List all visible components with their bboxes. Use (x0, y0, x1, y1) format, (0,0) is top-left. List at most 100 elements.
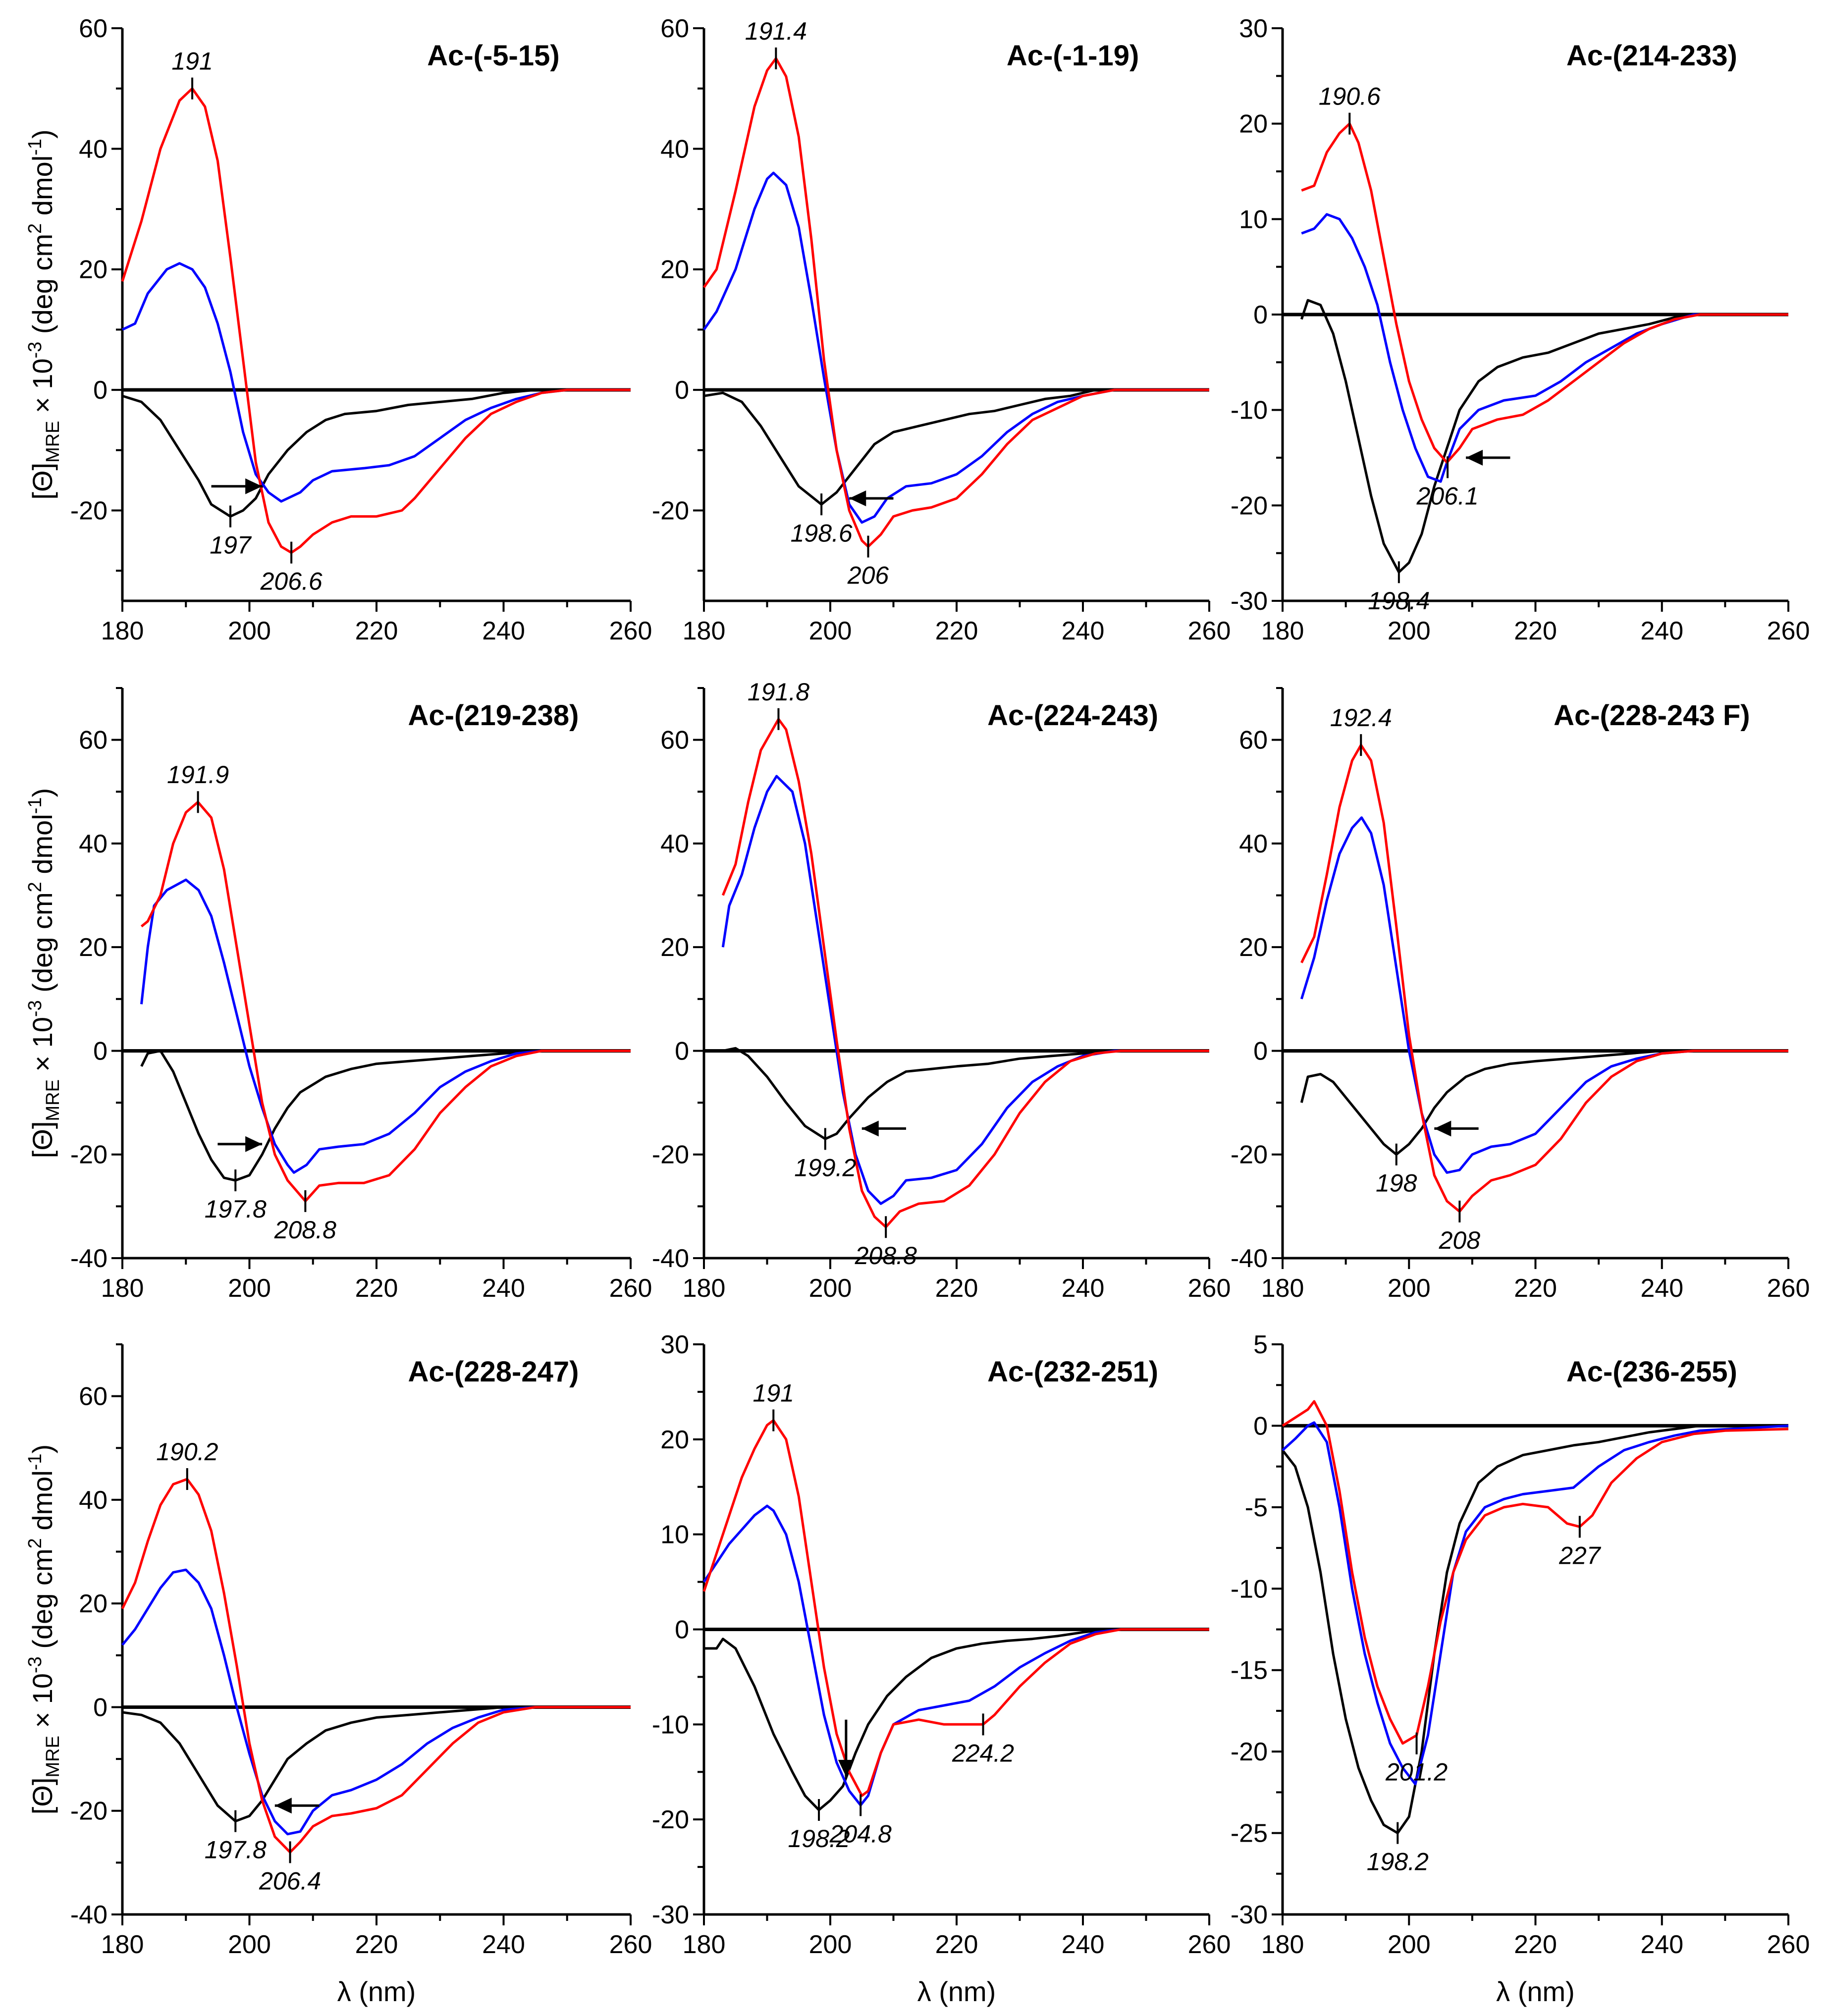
y-tick-label: 0 (1253, 301, 1268, 329)
y-tick-label: 0 (1253, 1037, 1268, 1065)
panel-title: Ac-(-1-19) (1007, 40, 1139, 72)
peak-label: 191.8 (748, 678, 809, 706)
x-tick-label: 200 (228, 617, 271, 645)
peak-label: 190.2 (156, 1438, 218, 1466)
y-tick-label: 10 (660, 1521, 689, 1549)
y-tick-label: 60 (79, 1382, 107, 1411)
y-tick-label: 0 (675, 1616, 689, 1645)
y-label-part: (deg cm (27, 1548, 58, 1656)
x-tick-label: 180 (101, 1274, 144, 1303)
panel-5: -40 -20 0 20 40 60 180 200 220 240 260 Ac-(224-243)… (652, 678, 1231, 1303)
y-tick-label: -10 (1231, 1575, 1268, 1603)
y-tick-label: 0 (675, 376, 689, 405)
y-tick-label: 60 (660, 14, 689, 43)
series-black (140, 1050, 631, 1182)
y-tick-label: -25 (1231, 1819, 1268, 1848)
y-axis-label: [Θ]MRE × 10-3 (deg cm2 dmol-1) (25, 129, 63, 499)
y-label-part: -1 (25, 797, 46, 814)
y-label-part: [Θ] (27, 1121, 58, 1159)
x-tick-label: 180 (101, 1930, 144, 1959)
x-tick-label: 260 (609, 1930, 652, 1959)
x-tick-label: 240 (1062, 1274, 1105, 1303)
y-tick-label: 40 (79, 1486, 107, 1515)
x-axis-label: λ (nm) (337, 1976, 416, 2007)
x-tick-label: 200 (1388, 1930, 1431, 1959)
x-tick-label: 180 (1261, 1930, 1304, 1959)
panel-title: Ac-(-5-15) (427, 40, 560, 72)
y-label-part: dmol (27, 156, 58, 223)
panel-title: Ac-(232-251) (987, 1356, 1158, 1388)
y-label-part: -1 (25, 139, 46, 156)
arrow-icon (211, 478, 263, 494)
y-tick-label: -5 (1245, 1493, 1268, 1522)
panel-4: -40 -20 0 20 40 60 180 200 220 240 260 Ac-(219-238)… (25, 687, 652, 1303)
peak-label: 198 (1376, 1169, 1417, 1197)
peak-label: 197 (210, 531, 252, 559)
peak-label: 191.4 (745, 17, 807, 45)
y-tick-label: 20 (79, 933, 107, 962)
arrow-icon (1466, 450, 1510, 466)
panel-2: -20 0 20 40 60 180 200 220 240 260 Ac-(-1-19) 191.4… (652, 14, 1231, 645)
y-label-part: 2 (25, 223, 46, 234)
y-label-part: [Θ] (27, 463, 58, 500)
x-tick-label: 220 (355, 617, 398, 645)
y-label-part: -3 (25, 1656, 46, 1673)
x-tick-label: 180 (683, 1274, 726, 1303)
series-blue (702, 171, 1209, 524)
arrow-icon (274, 1798, 320, 1814)
series-red (1282, 1400, 1789, 1745)
y-label-part: ) (27, 1444, 58, 1454)
y-tick-label: -40 (652, 1244, 689, 1273)
arrow-icon (838, 1719, 854, 1777)
x-tick-label: 200 (809, 1930, 852, 1959)
y-tick-label: 0 (93, 1693, 107, 1722)
y-tick-label: -10 (1231, 396, 1268, 425)
y-tick-label: -40 (1231, 1244, 1268, 1273)
series-red (721, 718, 1209, 1228)
panel-6: -40 -20 0 20 40 60 180 200 220 240 260 Ac-(228-243 … (1231, 687, 1810, 1303)
peak-label: 208.8 (274, 1216, 336, 1244)
arrow-icon (849, 490, 894, 507)
x-tick-label: 260 (1188, 1274, 1231, 1303)
x-tick-label: 220 (1514, 617, 1557, 645)
y-tick-label: 40 (79, 135, 107, 163)
panel-title: Ac-(224-243) (987, 699, 1158, 732)
series-black (704, 1628, 1209, 1811)
y-tick-label: 60 (79, 726, 107, 755)
series-blue (140, 878, 631, 1174)
y-tick-label: -10 (652, 1710, 689, 1739)
arrow-icon (217, 1136, 263, 1152)
series-blue (1282, 1421, 1789, 1786)
y-tick-label: -30 (1231, 587, 1268, 616)
x-tick-label: 240 (1640, 1274, 1683, 1303)
series-blue (121, 1568, 631, 1836)
y-tick-label: 0 (1253, 1412, 1268, 1440)
x-tick-label: 240 (1062, 1930, 1105, 1959)
y-axis-label: [Θ]MRE × 10-3 (deg cm2 dmol-1) (25, 1444, 63, 1814)
y-tick-label: -20 (70, 1797, 107, 1826)
peak-label: 208.8 (855, 1242, 917, 1270)
y-label-part: MRE (43, 421, 63, 463)
y-tick-label: -20 (1231, 1141, 1268, 1169)
x-tick-label: 260 (609, 617, 652, 645)
panel-title: Ac-(219-238) (408, 699, 579, 732)
x-tick-label: 180 (1261, 1274, 1304, 1303)
series-red (1300, 743, 1788, 1213)
y-tick-label: 0 (93, 376, 107, 405)
y-tick-label: 10 (1239, 205, 1268, 234)
x-tick-label: 180 (683, 1930, 726, 1959)
y-tick-label: 5 (1253, 1330, 1268, 1359)
series-black (1300, 1050, 1788, 1156)
x-tick-label: 180 (101, 617, 144, 645)
peak-label: 208 (1439, 1226, 1481, 1254)
peak-label: 199.2 (794, 1154, 856, 1181)
series-red (702, 57, 1209, 548)
series-red (140, 800, 631, 1203)
y-tick-label: -20 (652, 496, 689, 525)
x-tick-label: 260 (1188, 617, 1231, 645)
panel-8: -30 -20 -10 0 10 20 30 180 200 220 240 260 Ac-(232-2… (652, 1330, 1231, 2007)
x-tick-label: 260 (1767, 1930, 1810, 1959)
y-tick-label: 0 (93, 1037, 107, 1065)
x-tick-label: 180 (1261, 617, 1304, 645)
y-tick-label: -20 (652, 1805, 689, 1834)
